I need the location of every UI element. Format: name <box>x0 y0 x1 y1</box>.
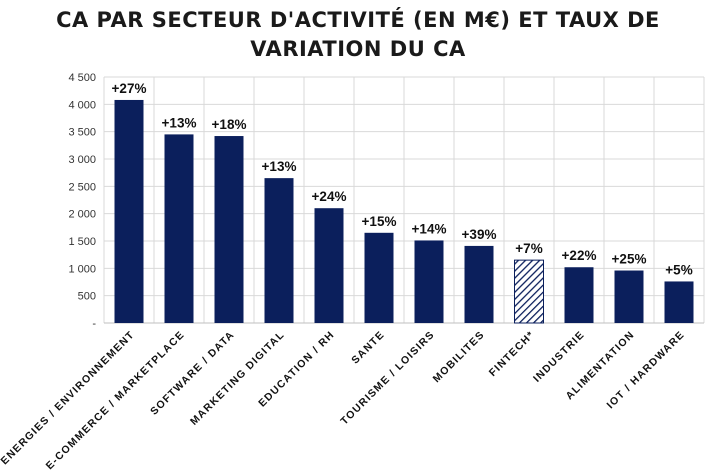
y-tick-label: 1 500 <box>68 236 96 248</box>
y-tick-label: 4 500 <box>68 72 96 84</box>
y-tick-label: 3 000 <box>68 154 96 166</box>
data-label: +5% <box>665 262 692 277</box>
category-label: MARKETING DIGITAL <box>188 329 287 428</box>
data-label: +13% <box>262 159 297 174</box>
category-label: MOBILITES <box>431 329 488 386</box>
data-label: +39% <box>462 227 497 242</box>
data-label: +27% <box>112 81 147 96</box>
data-label: +25% <box>612 252 647 267</box>
bar-iot-hardware <box>664 281 694 323</box>
y-tick-label: 3 500 <box>68 127 96 139</box>
axis-layer: - 500 1 000 1 500 2 000 2 500 3 000 3 500 4 000 4… <box>68 72 704 330</box>
bar-sante <box>364 232 394 323</box>
data-label: +13% <box>162 115 197 130</box>
y-tick-label: 1 000 <box>68 263 96 275</box>
data-label: +18% <box>212 117 247 132</box>
data-label: +7% <box>515 241 542 256</box>
bar-education-rh <box>314 208 344 323</box>
bar-mobilites <box>464 245 494 323</box>
chart-title-line-2: VARIATION DU CA <box>250 37 466 61</box>
category-label: SOFTWARE / DATA <box>148 329 237 418</box>
grid-layer <box>103 76 705 323</box>
y-tick-label: 500 <box>78 291 96 303</box>
category-label: SANTE <box>349 329 387 367</box>
data-label: +14% <box>412 221 447 236</box>
chart-title-line-1: CA PAR SECTEUR D'ACTIVITÉ (EN M€) ET TAU… <box>56 8 660 32</box>
category-label: TOURISME / LOISIRS <box>338 329 437 428</box>
y-tick-label: 4 000 <box>68 99 96 111</box>
chart-title: CA PAR SECTEUR D'ACTIVITÉ (EN M€) ET TAU… <box>0 6 716 64</box>
y-tick-label: 2 500 <box>68 181 96 193</box>
bar-layer <box>114 99 694 324</box>
y-tick-label: 2 000 <box>68 209 96 221</box>
data-label-layer: +27% +13% +18% +13% +24% +15% +14% +39% +7% +22% +… <box>112 81 693 277</box>
category-label: FINTECH* <box>487 329 537 379</box>
category-label: INDUSTRIE <box>531 329 587 385</box>
bar-marketing-digital <box>264 178 294 323</box>
data-label: +24% <box>312 189 347 204</box>
bar-e-commerce-marketplace <box>164 134 194 323</box>
bar-energies-environnement <box>114 99 144 324</box>
bar-fintech <box>514 259 544 324</box>
bar-industrie <box>564 267 594 323</box>
data-label: +22% <box>562 248 597 263</box>
bar-software-data <box>214 136 244 323</box>
bar-tourisme-loisirs <box>414 240 444 323</box>
data-label: +15% <box>362 214 397 229</box>
y-tick-label: - <box>92 318 96 330</box>
bar-alimentation <box>614 270 644 323</box>
